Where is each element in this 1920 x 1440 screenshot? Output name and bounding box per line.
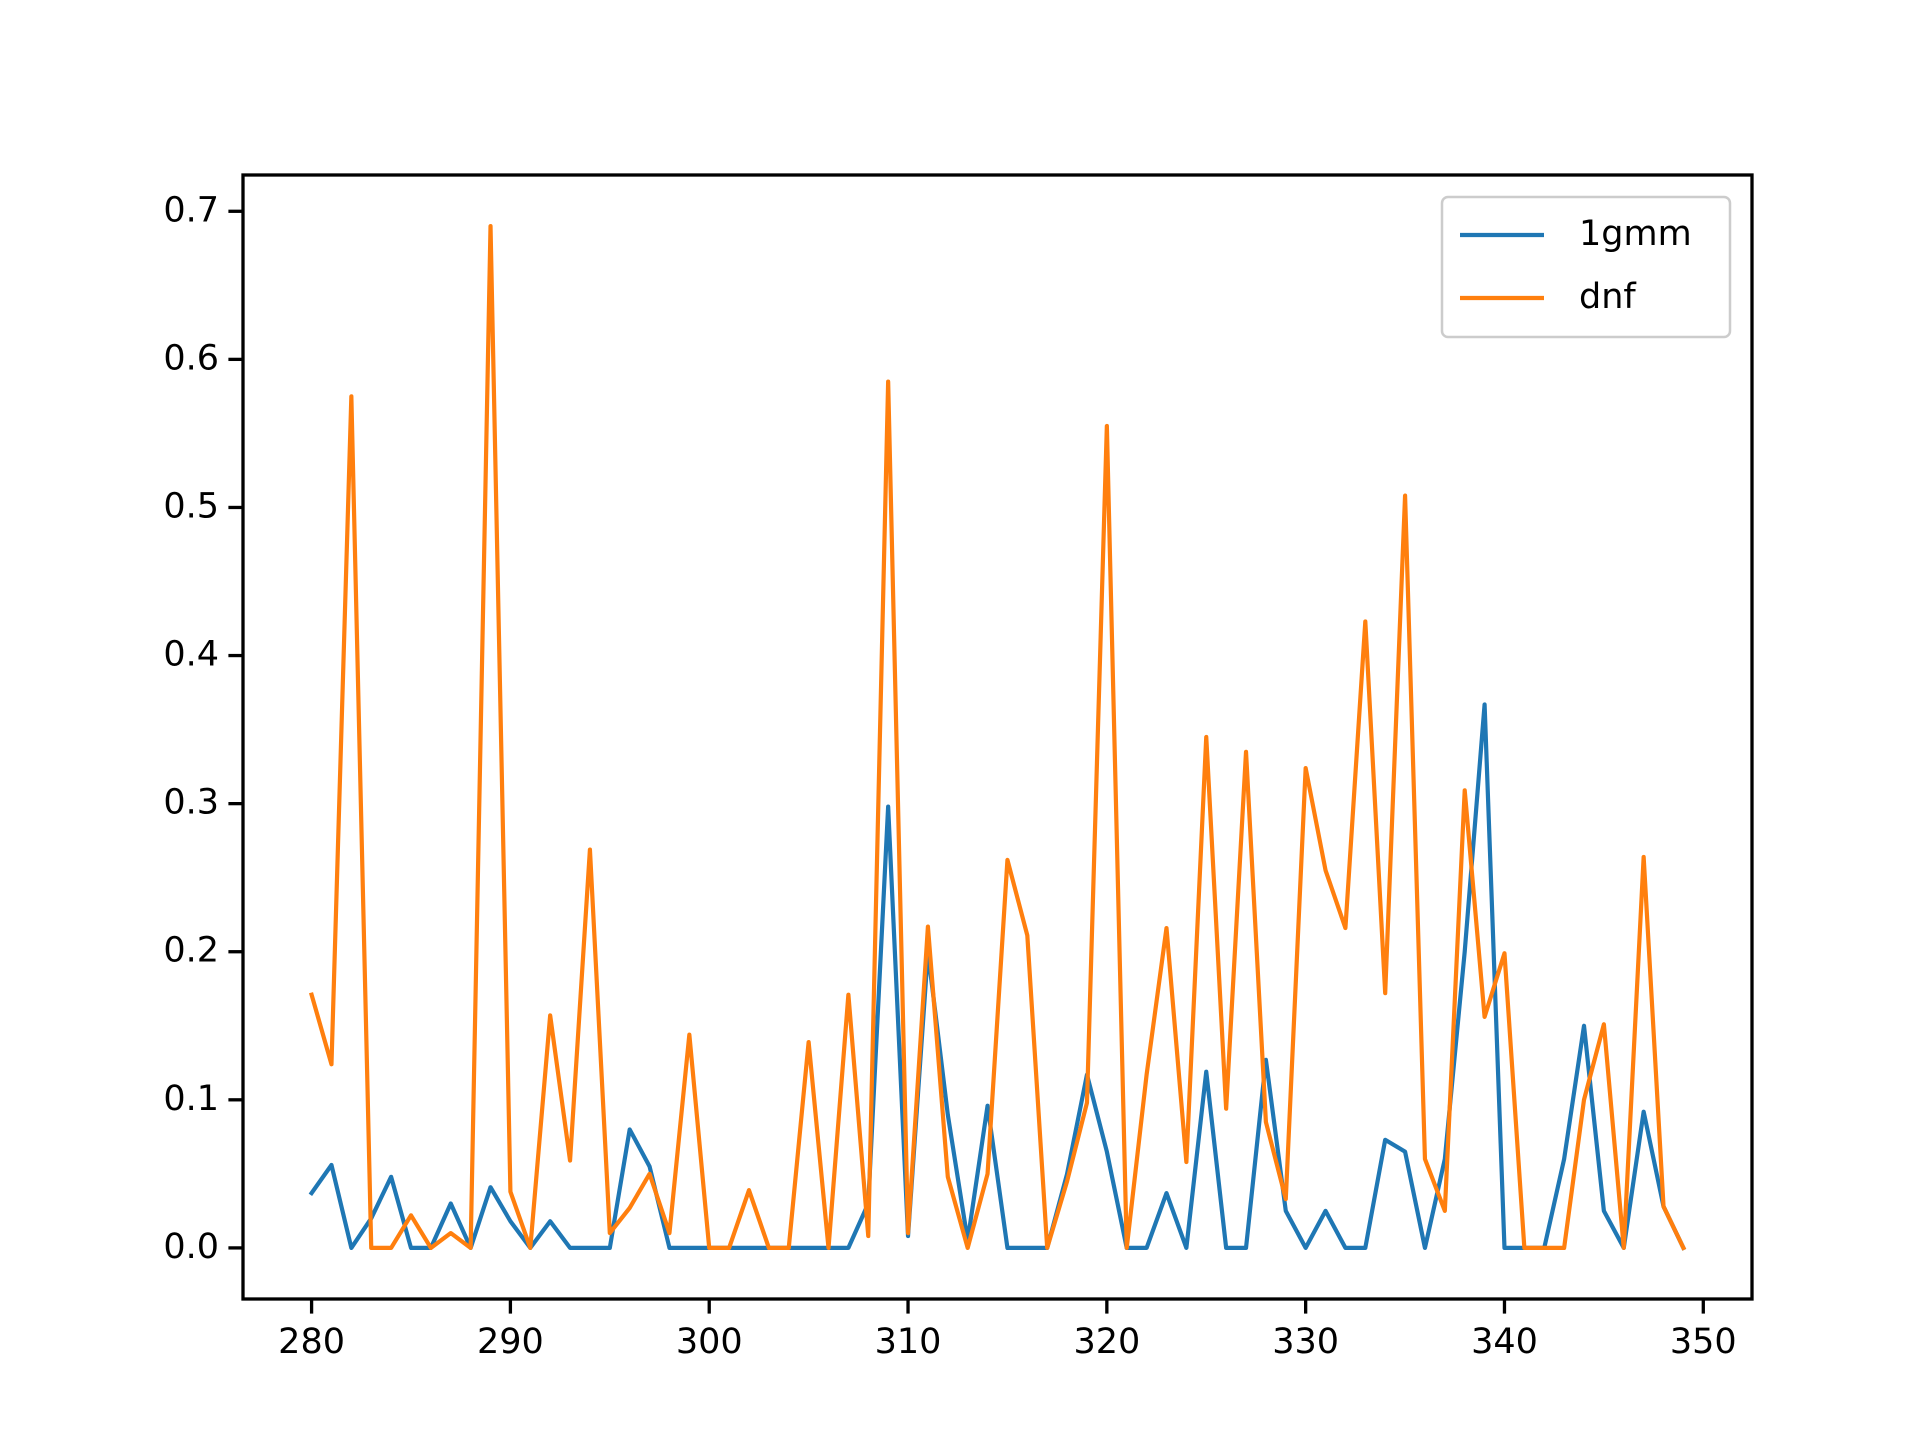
x-tick-label: 290 [477, 1322, 544, 1362]
legend-label: 1gmm [1579, 214, 1692, 254]
y-tick-label: 0.0 [163, 1227, 219, 1267]
y-tick-label: 0.1 [163, 1079, 219, 1119]
plot-area [308, 223, 1687, 1251]
x-tick-label: 330 [1272, 1322, 1339, 1362]
axes-frame [241, 173, 1754, 1301]
y-tick-label: 0.6 [163, 338, 219, 378]
x-tick-label: 320 [1073, 1322, 1140, 1362]
y-tick-label: 0.7 [163, 190, 219, 230]
x-tick-label: 350 [1670, 1322, 1737, 1362]
legend-label: dnf [1579, 277, 1636, 317]
data-line [308, 702, 1687, 1251]
data-line [308, 223, 1687, 1251]
y-tick-label: 0.4 [163, 635, 219, 675]
y-tick-label: 0.5 [163, 486, 219, 526]
x-tick-label: 280 [278, 1322, 345, 1362]
x-tick-label: 310 [875, 1322, 942, 1362]
y-tick-label: 0.2 [163, 931, 219, 971]
legend-box [1440, 195, 1732, 339]
x-tick-label: 300 [676, 1322, 743, 1362]
x-tick-label: 340 [1471, 1322, 1538, 1362]
y-tick-label: 0.3 [163, 783, 219, 823]
